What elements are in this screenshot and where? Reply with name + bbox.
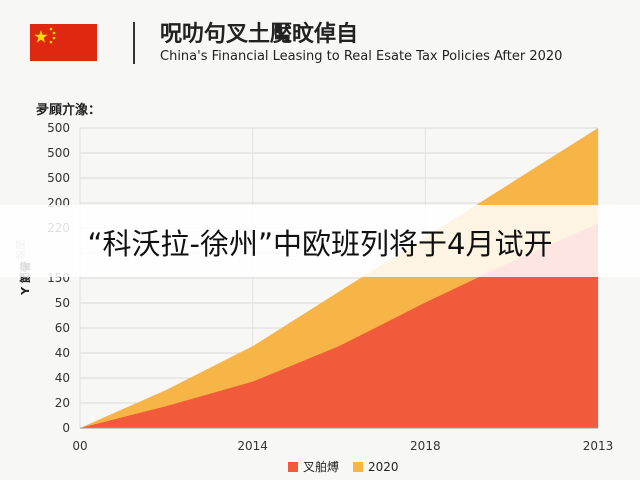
x-tick-label: 2013 (583, 439, 614, 453)
x-tick-label: 2014 (237, 439, 268, 453)
legend-item-series-1: 叉舶煿 (288, 458, 339, 475)
legend-swatch (353, 461, 364, 472)
y-axis-header: 夛頋亣潒： (36, 103, 102, 118)
x-tick-label: 2018 (410, 439, 441, 453)
legend-label: 2020 (368, 459, 399, 474)
y-tick-label: 40 (55, 346, 70, 360)
y-tick-label: 500 (47, 121, 70, 135)
legend-label: 叉舶煿 (303, 460, 340, 474)
y-tick-label: 0 (62, 421, 70, 435)
chart-legend: 叉舶煿 2020 (288, 458, 413, 475)
china-flag-icon (30, 24, 97, 61)
y-tick-label: 500 (47, 171, 70, 185)
header-divider (133, 22, 135, 64)
page-subtitle: China's Financial Leasing to Real Esate … (160, 49, 563, 64)
y-tick-label: 20 (55, 396, 70, 410)
legend-item-series-2: 2020 (353, 460, 399, 474)
page-title: 呪叻句叉土魘旼倬自 (160, 22, 359, 47)
area-series-1 (80, 223, 598, 428)
caption-overlay (0, 205, 640, 277)
y-tick-label: 500 (47, 146, 70, 160)
x-tick-label: 00 (72, 439, 87, 453)
y-tick-label: 50 (55, 296, 70, 310)
overlay-caption: “科沃拉-徐州”中欧班列将于4月试开 (87, 227, 553, 261)
y-tick-label: 60 (55, 321, 70, 335)
legend-swatch (288, 461, 298, 472)
y-tick-label: 40 (55, 371, 70, 385)
